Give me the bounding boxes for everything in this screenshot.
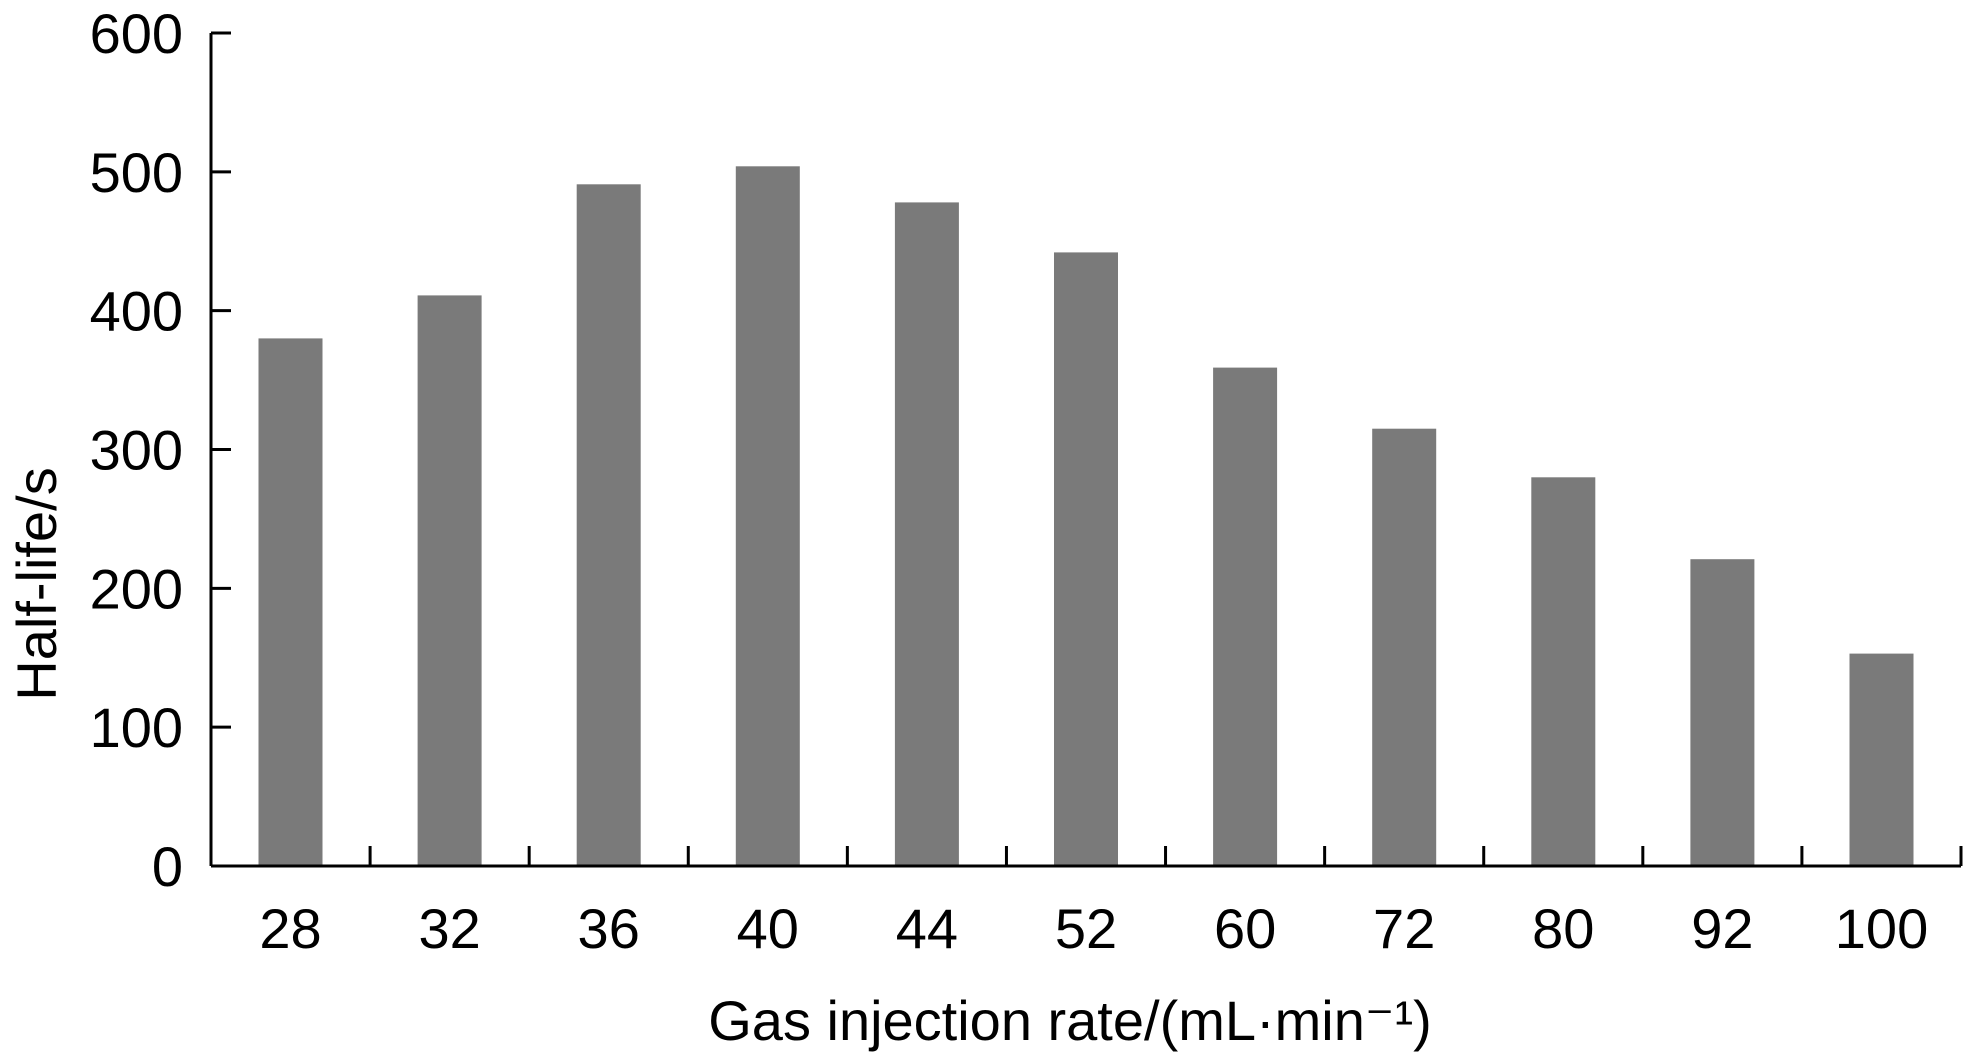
x-tick-label: 52 (1055, 897, 1117, 960)
x-tick-label: 36 (578, 897, 640, 960)
x-tick-label: 40 (737, 897, 799, 960)
x-ticks: 28 32 36 40 44 52 60 72 80 92 100 (209, 846, 1963, 960)
x-tick-label: 100 (1835, 897, 1928, 960)
bar-28 (258, 338, 323, 866)
y-axis: 0 100 200 300 400 500 600 (90, 2, 231, 898)
bar-80 (1531, 477, 1596, 866)
bar-32 (417, 295, 482, 866)
bar-100 (1849, 653, 1914, 866)
y-axis-title: Half-life/s (5, 467, 68, 700)
y-tick-label: 500 (90, 141, 183, 204)
bar-60 (1213, 367, 1278, 866)
bar-92 (1690, 559, 1755, 866)
bar-52 (1054, 252, 1118, 866)
y-tick-label: 400 (90, 280, 183, 343)
y-tick-label: 0 (152, 835, 183, 898)
y-tick-label: 300 (90, 419, 183, 482)
y-ticks: 0 100 200 300 400 500 600 (90, 2, 231, 898)
x-tick-label: 32 (418, 897, 480, 960)
plot-area: 0 100 200 300 400 500 600 28 32 36 40 44 52 60 72 80 92… (90, 2, 1963, 960)
y-tick-label: 100 (90, 696, 183, 759)
y-tick-label: 600 (90, 2, 183, 65)
x-tick-label: 80 (1532, 897, 1594, 960)
bar-36 (576, 184, 641, 867)
x-axis-title: Gas injection rate/(mL·min⁻¹) (708, 989, 1432, 1052)
bar-40 (735, 166, 800, 867)
x-tick-label: 92 (1691, 897, 1753, 960)
x-tick-label: 60 (1214, 897, 1276, 960)
x-tick-label: 28 (259, 897, 321, 960)
x-tick-label: 44 (896, 897, 958, 960)
bar-44 (894, 202, 959, 866)
x-axis: 28 32 36 40 44 52 60 72 80 92 100 (209, 846, 1963, 960)
x-tick-label: 72 (1373, 897, 1435, 960)
bars-group (258, 166, 1914, 867)
y-tick-label: 200 (90, 557, 183, 620)
bar-72 (1372, 428, 1437, 866)
